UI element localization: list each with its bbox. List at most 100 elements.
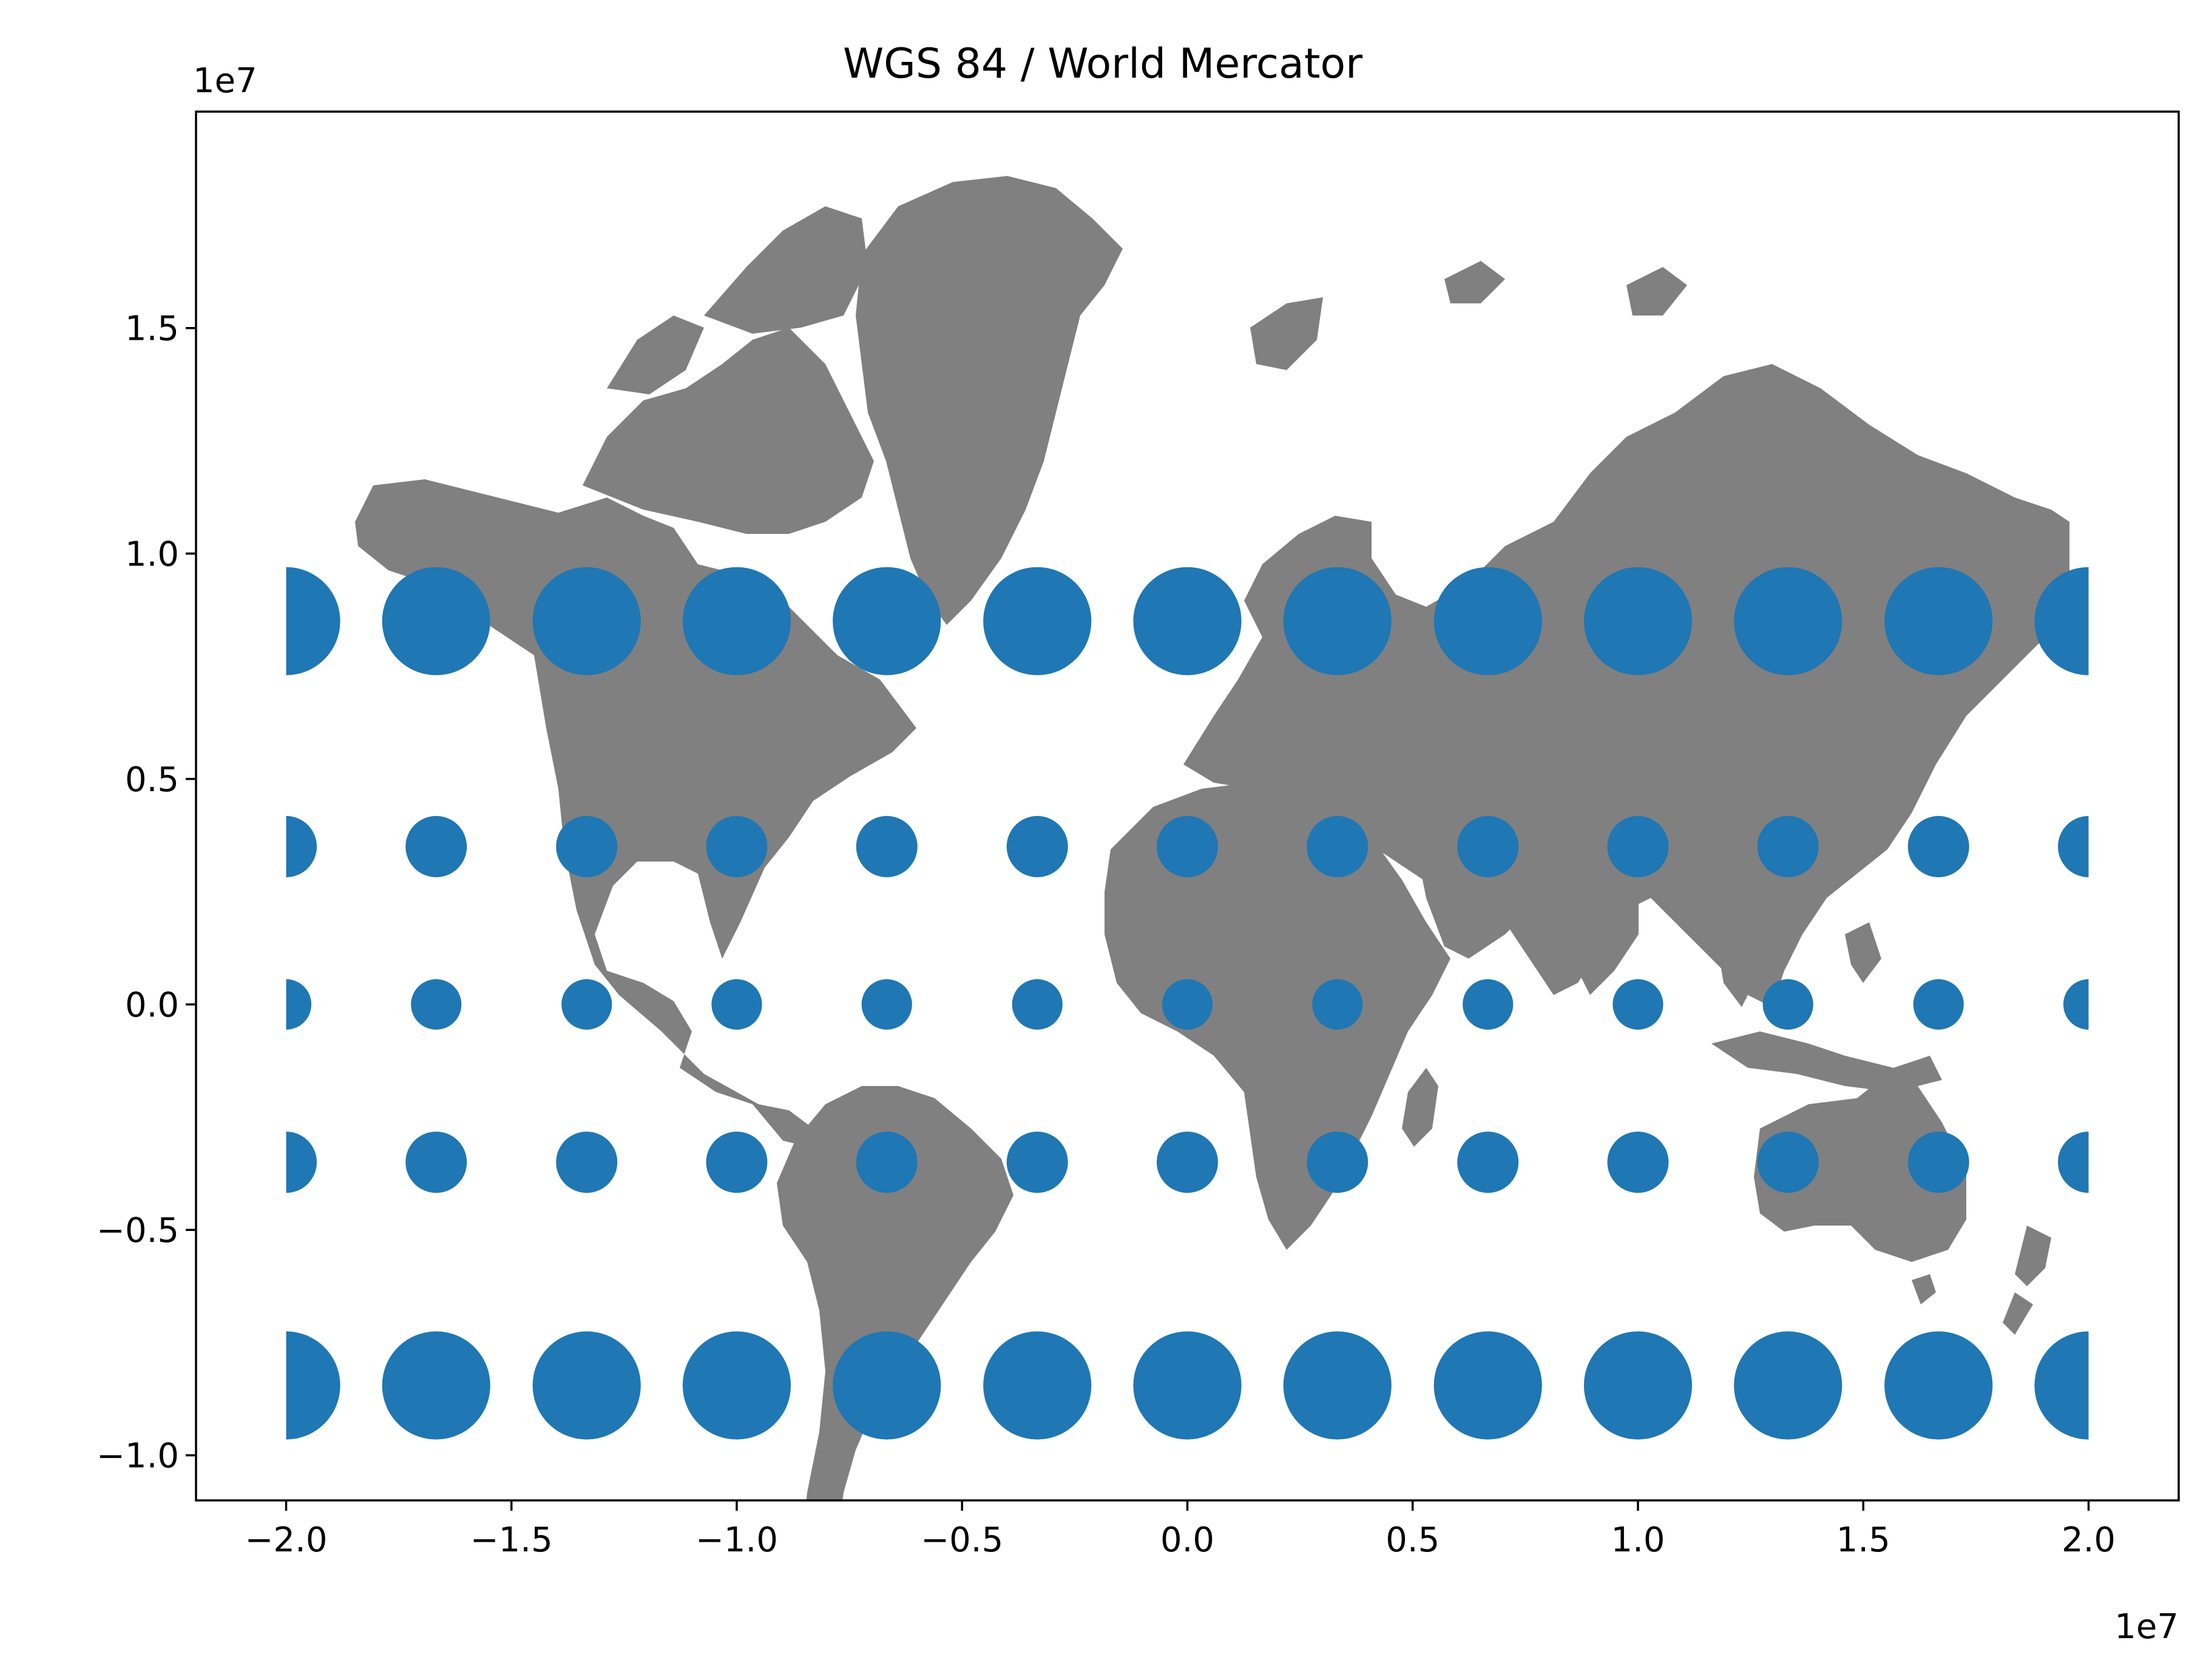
scatter-point — [1734, 567, 1842, 675]
scatter-point — [411, 979, 462, 1030]
scatter-point — [1162, 979, 1213, 1030]
scatter-point — [382, 567, 490, 675]
landmass-greenland — [856, 176, 1123, 625]
scatter-point — [1607, 815, 1669, 877]
scatter-point — [706, 815, 768, 877]
x-tick-label: −1.0 — [695, 1520, 778, 1560]
scatter-point — [1006, 815, 1068, 877]
scatter-point — [983, 1331, 1092, 1440]
scatter-point — [706, 1132, 768, 1193]
scatter-point — [1457, 1132, 1519, 1193]
scatter-point — [1157, 1132, 1218, 1193]
scatter-point — [856, 815, 918, 877]
landmass-arctic-islands — [1250, 261, 1687, 370]
scatter-point — [1884, 567, 1993, 675]
x-tick-label: 1.5 — [1836, 1520, 1890, 1560]
scatter-point — [1762, 979, 1813, 1030]
scatter-point — [532, 567, 641, 675]
scatter-point — [1433, 1331, 1542, 1440]
scatter-point — [1734, 1331, 1842, 1440]
scatter-point — [1907, 1132, 1969, 1193]
scatter-point — [1583, 1331, 1693, 1440]
scatter-point — [682, 1331, 791, 1440]
y-axis: −1.0 −0.5 0.0 0.5 1.0 1.5 — [96, 309, 196, 1476]
scatter-point — [405, 1132, 467, 1193]
scatter-point — [1457, 815, 1519, 877]
x-tick-label: −0.5 — [921, 1520, 1003, 1560]
scatter-point — [286, 979, 312, 1030]
scatter-point — [856, 1132, 918, 1193]
landmass-australia — [1754, 1074, 1966, 1262]
scatter-point — [1307, 1132, 1369, 1193]
y-tick-label: 1.0 — [125, 535, 179, 574]
scatter-point — [1283, 567, 1392, 675]
y-tick-label: 0.5 — [125, 760, 179, 800]
landmass-southeast-asia — [1711, 898, 1942, 1092]
scatter-point — [711, 979, 762, 1030]
scatter-point — [1612, 979, 1663, 1030]
scatter-point — [2063, 979, 2089, 1030]
y-tick-label: 1.5 — [125, 309, 179, 349]
scatter-point — [286, 1331, 340, 1440]
scatter-points — [286, 567, 2089, 1440]
y-tick-label: 0.0 — [125, 986, 179, 1025]
scatter-point — [1583, 567, 1693, 675]
scatter-point — [861, 979, 912, 1030]
scatter-point — [1133, 567, 1242, 675]
scatter-point — [1757, 1132, 1819, 1193]
scatter-point — [286, 567, 340, 675]
scatter-point — [1157, 815, 1218, 877]
scatter-point — [1006, 1132, 1068, 1193]
scatter-point — [833, 1331, 941, 1440]
scatter-point — [1913, 979, 1964, 1030]
scatter-point — [1907, 815, 1969, 877]
y-axis-offset-label: 1e7 — [193, 61, 257, 101]
scatter-point — [382, 1331, 490, 1440]
landmass-africa — [1105, 783, 1450, 1250]
scatter-point — [1433, 567, 1542, 675]
x-axis-offset-label: 1e7 — [2114, 1607, 2179, 1647]
scatter-point — [1607, 1132, 1669, 1193]
landmass-eurasia — [1183, 364, 2069, 1007]
x-tick-label: 0.5 — [1386, 1520, 1440, 1560]
scatter-point — [286, 1132, 317, 1193]
scatter-point — [2058, 1132, 2089, 1193]
x-tick-label: −1.5 — [470, 1520, 553, 1560]
scatter-point — [1307, 815, 1369, 877]
x-tick-label: −2.0 — [245, 1520, 328, 1560]
x-tick-label: 0.0 — [1160, 1520, 1214, 1560]
scatter-point — [1012, 979, 1063, 1030]
landmass-canadian-arctic — [583, 206, 874, 534]
chart-title: WGS 84 / World Mercator — [843, 40, 1362, 88]
scatter-point — [1884, 1331, 1993, 1440]
scatter-point — [983, 567, 1092, 675]
landmass-tasmania — [1912, 1274, 1936, 1304]
scatter-point — [286, 815, 317, 877]
scatter-point — [405, 815, 467, 877]
scatter-point — [2034, 567, 2089, 675]
scatter-point — [556, 815, 618, 877]
scatter-point — [556, 1132, 618, 1193]
scatter-point — [833, 567, 941, 675]
x-tick-label: 1.0 — [1611, 1520, 1665, 1560]
scatter-point — [682, 567, 791, 675]
landmass-india — [1554, 862, 1639, 995]
scatter-point — [1133, 1331, 1242, 1440]
scatter-point — [532, 1331, 641, 1440]
y-tick-label: −1.0 — [96, 1437, 179, 1476]
landmass-japan — [1869, 752, 1912, 825]
scatter-point — [1463, 979, 1514, 1030]
y-tick-label: −0.5 — [96, 1211, 179, 1250]
x-tick-label: 2.0 — [2062, 1520, 2116, 1560]
x-axis: −2.0 −1.5 −1.0 −0.5 0.0 0.5 1.0 1.5 2.0 — [245, 1500, 2116, 1560]
scatter-point — [561, 979, 612, 1030]
scatter-point — [1312, 979, 1363, 1030]
scatter-point — [1283, 1331, 1392, 1440]
plot-area: −2.0 −1.5 −1.0 −0.5 0.0 0.5 1.0 1.5 2.0 … — [96, 61, 2180, 1647]
scatter-point — [2034, 1331, 2089, 1440]
landmass-madagascar — [1402, 1068, 1438, 1147]
scatter-point — [2058, 815, 2089, 877]
scatter-point — [1757, 815, 1819, 877]
landmass-new-zealand — [2003, 1226, 2051, 1335]
